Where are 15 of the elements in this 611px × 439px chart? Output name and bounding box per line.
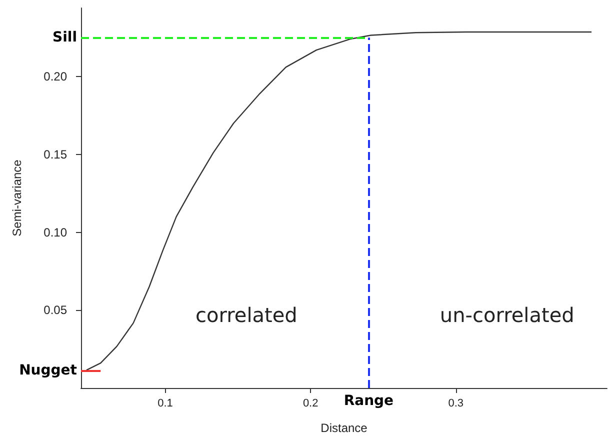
annotation: un-correlated bbox=[440, 303, 574, 327]
line-series bbox=[86, 31, 592, 371]
y-tick-label: 0.05 bbox=[44, 303, 68, 318]
y-tick-label: 0.10 bbox=[44, 225, 68, 240]
ref-line-label: Nugget bbox=[19, 362, 78, 378]
x-tick-label: 0.2 bbox=[302, 398, 318, 410]
x-tick-label: 0.3 bbox=[448, 398, 464, 410]
ref-line-label: Sill bbox=[52, 30, 77, 46]
y-tick-label: 0.15 bbox=[44, 147, 68, 162]
y-axis-title: Semi-variance bbox=[10, 159, 24, 236]
annotation: correlated bbox=[196, 303, 298, 327]
y-tick-label: 0.20 bbox=[44, 70, 68, 84]
x-axis-title: Distance bbox=[320, 421, 368, 435]
ref-line-label: Range bbox=[344, 393, 394, 409]
x-tick-label: 0.1 bbox=[158, 398, 173, 410]
